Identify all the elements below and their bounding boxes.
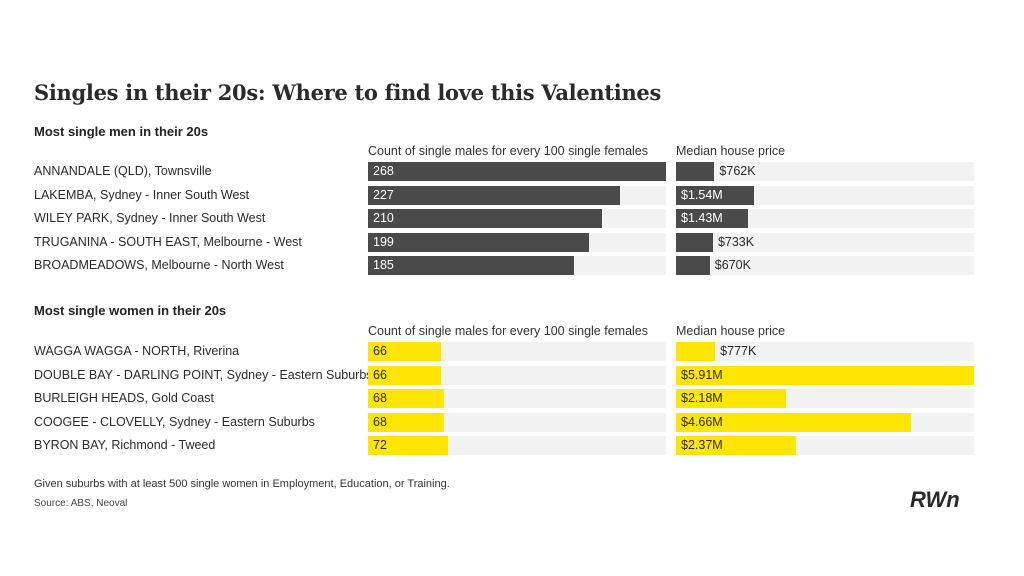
count-track: 72 xyxy=(368,436,666,455)
row-label: TRUGANINA - SOUTH EAST, Melbourne - West xyxy=(34,235,302,249)
price-value-label: $762K xyxy=(719,164,756,178)
row-label: BROADMEADOWS, Melbourne - North West xyxy=(34,258,284,272)
footnote: Given suburbs with at least 500 single w… xyxy=(34,478,450,490)
count-bar xyxy=(368,233,590,252)
count-bar xyxy=(368,162,666,181)
count-value-label: 68 xyxy=(373,391,387,405)
price-value-label: $4.66M xyxy=(681,415,723,429)
price-track: $2.18M xyxy=(676,389,974,408)
price-bar xyxy=(676,256,710,275)
row-label: LAKEMBA, Sydney - Inner South West xyxy=(34,188,250,202)
price-track: $762K xyxy=(676,162,974,181)
count-bar xyxy=(368,186,621,205)
row-label: ANNANDALE (QLD), Townsville xyxy=(34,164,212,178)
row-label: BURLEIGH HEADS, Gold Coast xyxy=(34,391,214,405)
price-bar xyxy=(676,186,754,205)
count-value-label: 210 xyxy=(373,211,394,225)
price-bar xyxy=(676,413,911,432)
price-track: $670K xyxy=(676,256,974,275)
count-value-label: 68 xyxy=(373,415,387,429)
section-title-men: Most single men in their 20s xyxy=(34,124,209,139)
logo-text: RWn xyxy=(910,487,960,512)
count-track: 68 xyxy=(368,413,666,432)
count-bar xyxy=(368,436,449,455)
price-value-label: $2.37M xyxy=(681,438,723,452)
count-bar xyxy=(368,342,442,361)
price-bar xyxy=(676,366,974,385)
price-track: $4.66M xyxy=(676,413,974,432)
row-label: WAGGA WAGGA - NORTH, Riverina xyxy=(34,344,240,358)
count-value-label: 199 xyxy=(373,235,394,249)
col-head-price-women: Median house price xyxy=(676,324,786,338)
price-bar xyxy=(676,209,749,228)
price-bar xyxy=(676,436,796,455)
price-track: $777K xyxy=(676,342,974,361)
count-bar xyxy=(368,389,444,408)
source-note: Source: ABS, Neoval xyxy=(34,498,128,509)
count-value-label: 185 xyxy=(373,258,394,272)
price-bar xyxy=(676,342,716,361)
price-value-label: $670K xyxy=(714,258,751,272)
count-track: 68 xyxy=(368,389,666,408)
price-value-label: $1.43M xyxy=(681,211,723,225)
row-label: WILEY PARK, Sydney - Inner South West xyxy=(34,211,266,225)
count-bar xyxy=(368,256,574,275)
count-track: 199 xyxy=(368,233,666,252)
rwn-logo: RWn xyxy=(910,487,960,512)
col-head-count-men: Count of single males for every 100 sing… xyxy=(368,144,649,158)
price-track: $1.54M xyxy=(676,186,974,205)
count-bar xyxy=(368,209,602,228)
row-label: COOGEE - CLOVELLY, Sydney - Eastern Subu… xyxy=(34,415,315,429)
price-track: $733K xyxy=(676,233,974,252)
price-bar xyxy=(676,233,713,252)
count-track: 268 xyxy=(368,162,666,181)
price-value-label: $2.18M xyxy=(681,391,723,405)
count-track: 210 xyxy=(368,209,666,228)
row-label: BYRON BAY, Richmond - Tweed xyxy=(34,438,216,452)
price-value-label: $5.91M xyxy=(681,368,723,382)
count-track: 185 xyxy=(368,256,666,275)
count-value-label: 72 xyxy=(373,438,387,452)
price-track: $2.37M xyxy=(676,436,974,455)
count-track: 227 xyxy=(368,186,666,205)
price-value-label: $1.54M xyxy=(681,188,723,202)
section-title-women: Most single women in their 20s xyxy=(34,303,227,318)
price-track: $1.43M xyxy=(676,209,974,228)
count-track: 66 xyxy=(368,366,666,385)
chart-title: Singles in their 20s: Where to find love… xyxy=(34,80,662,105)
price-value-label: $733K xyxy=(717,235,755,249)
count-value-label: 66 xyxy=(373,368,387,382)
price-bar xyxy=(676,389,786,408)
count-value-label: 227 xyxy=(373,188,394,202)
count-value-label: 66 xyxy=(373,344,387,358)
price-value-label: $777K xyxy=(720,344,757,358)
col-head-price-men: Median house price xyxy=(676,144,786,158)
col-head-count-women: Count of single males for every 100 sing… xyxy=(368,324,649,338)
price-track: $5.91M xyxy=(676,366,974,385)
count-track: 66 xyxy=(368,342,666,361)
row-label: DOUBLE BAY - DARLING POINT, Sydney - Eas… xyxy=(34,368,373,382)
count-bar xyxy=(368,366,442,385)
count-bar xyxy=(368,413,444,432)
price-bar xyxy=(676,162,715,181)
count-value-label: 268 xyxy=(373,164,394,178)
